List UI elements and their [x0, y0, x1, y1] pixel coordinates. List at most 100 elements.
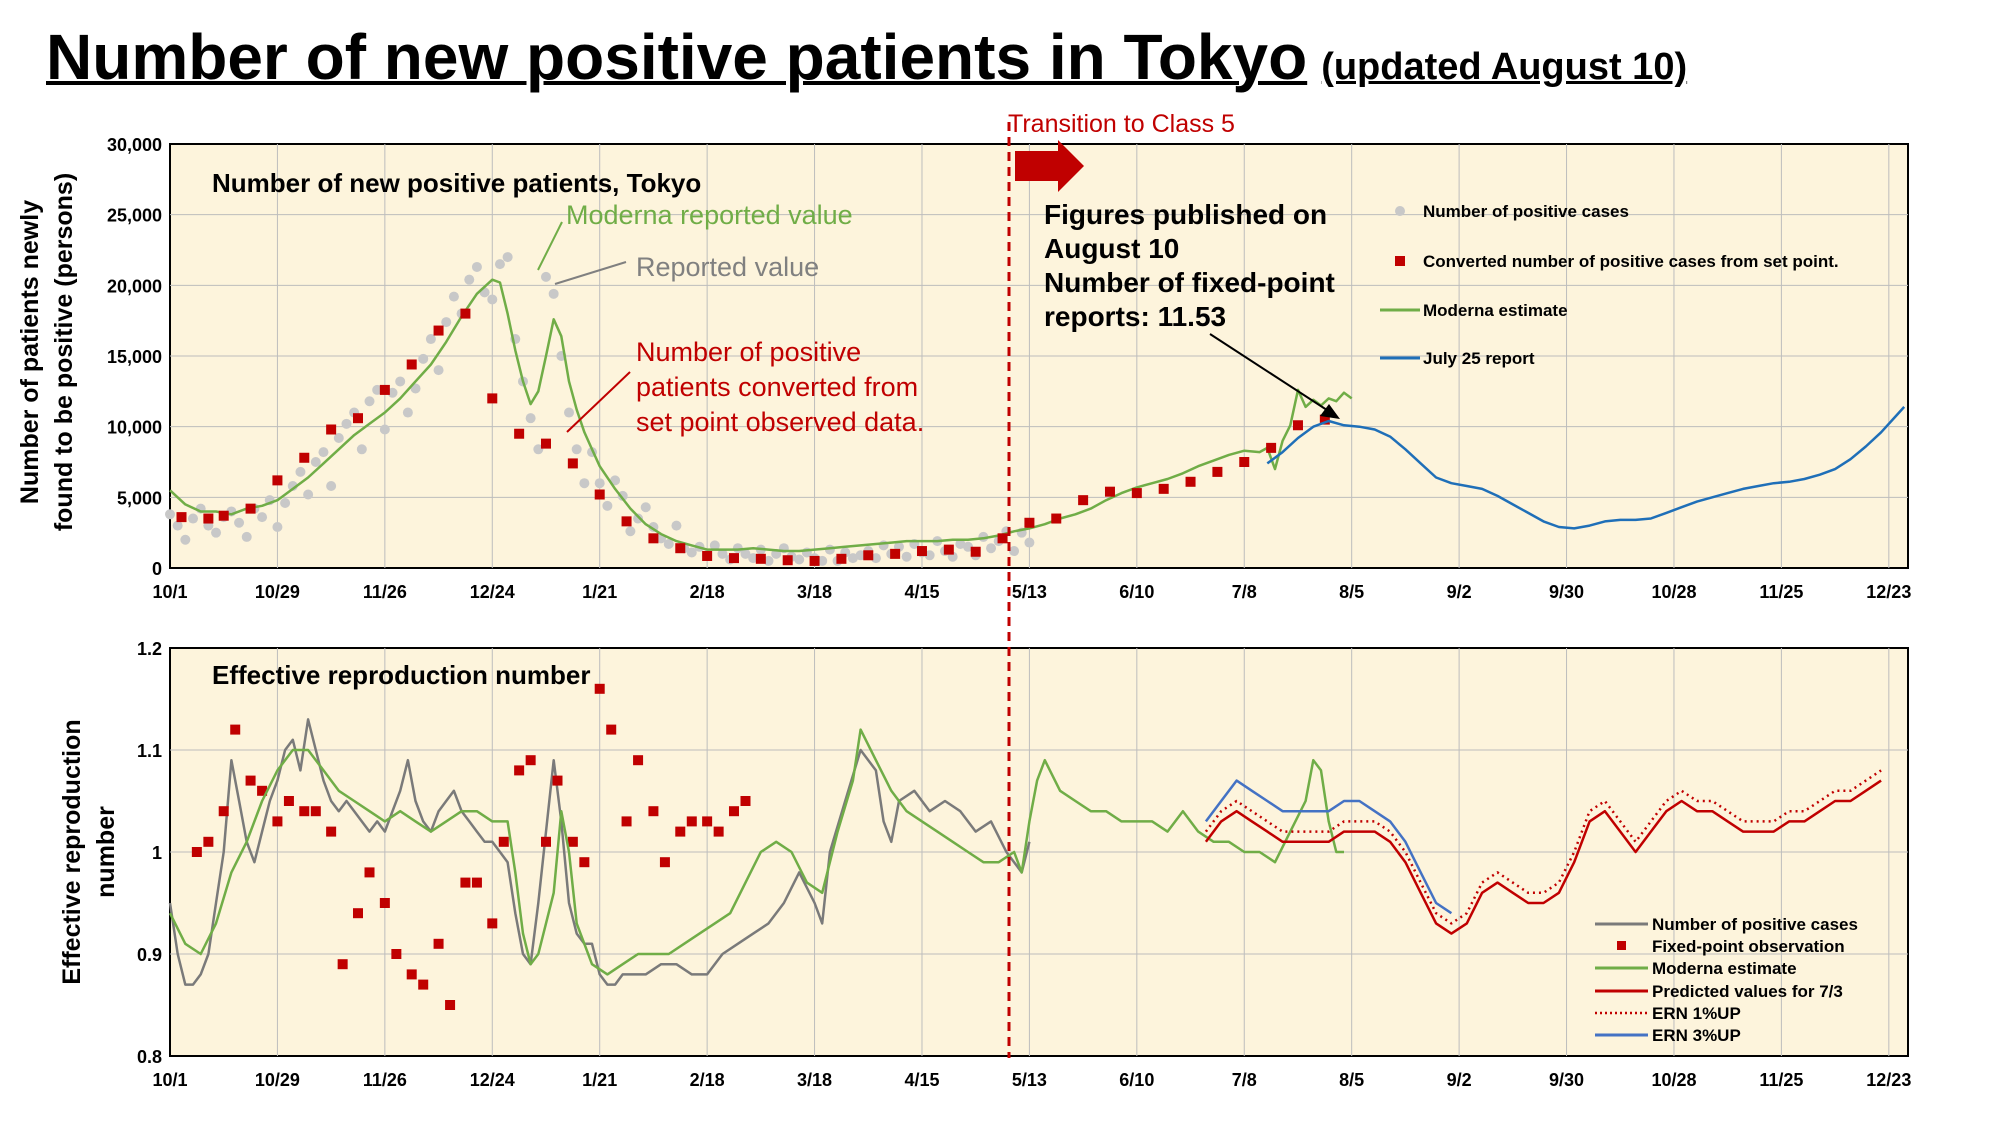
point-converted-number-of-positive-cases-from-set-point [970, 546, 981, 557]
moderna-annotation: Moderna reported value [566, 200, 853, 230]
point-number-of-positive-cases [571, 444, 582, 455]
point-fixed-point-observation [272, 816, 283, 827]
point-fixed-point-observation [257, 785, 268, 796]
published-annotation-line4: reports: 11.53 [1044, 301, 1226, 332]
point-fixed-point-observation [487, 918, 498, 929]
point-number-of-positive-cases [272, 522, 283, 533]
point-converted-number-of-positive-cases-from-set-point [728, 553, 739, 564]
page-subtitle: (updated August 10) [1321, 46, 1688, 88]
x-tick-label: 11/26 [363, 582, 407, 602]
panel-top-y-axis-title-line2: found to be positive (persons) [50, 173, 78, 531]
point-number-of-positive-cases [425, 334, 436, 345]
point-converted-number-of-positive-cases-from-set-point [1051, 513, 1062, 524]
point-fixed-point-observation [594, 683, 605, 694]
panel-bottom-legend: Number of positive cases Fixed-point obs… [1595, 915, 1858, 1045]
published-annotation: Figures published on August 10 Number of… [1044, 199, 1335, 332]
x-tick-label: 12/23 [1866, 1070, 1911, 1090]
legend-july25: July 25 report [1423, 349, 1535, 368]
point-number-of-positive-cases [794, 554, 805, 565]
point-number-of-positive-cases [487, 294, 498, 305]
page-title-block: Number of new positive patients in Tokyo… [46, 20, 1687, 94]
y-tick-label: 25,000 [107, 206, 162, 226]
point-converted-number-of-positive-cases-from-set-point [299, 452, 310, 463]
converted-annotation-line1: Number of positive [636, 337, 861, 367]
point-number-of-positive-cases [471, 261, 482, 272]
point-fixed-point-observation [364, 867, 375, 878]
point-converted-number-of-positive-cases-from-set-point [245, 503, 256, 514]
x-tick-label: 9/2 [1447, 1070, 1472, 1090]
point-number-of-positive-cases [594, 478, 605, 489]
point-number-of-positive-cases [364, 396, 375, 407]
point-number-of-positive-cases [295, 466, 306, 477]
point-number-of-positive-cases [502, 252, 513, 263]
point-number-of-positive-cases [617, 490, 628, 501]
point-number-of-positive-cases [441, 317, 452, 328]
point-converted-number-of-positive-cases-from-set-point [890, 548, 901, 559]
point-number-of-positive-cases [318, 447, 329, 458]
point-fixed-point-observation [579, 857, 590, 868]
reported-annotation: Reported value [636, 252, 819, 282]
point-number-of-positive-cases [870, 553, 881, 564]
point-converted-number-of-positive-cases-from-set-point [1158, 483, 1169, 494]
point-converted-number-of-positive-cases-from-set-point [782, 555, 793, 566]
x-tick-label: 12/24 [470, 1070, 515, 1090]
point-number-of-positive-cases [280, 497, 291, 508]
point-fixed-point-observation [310, 806, 321, 817]
x-tick-label: 9/30 [1549, 582, 1584, 602]
point-number-of-positive-cases [303, 489, 314, 500]
point-number-of-positive-cases [387, 387, 398, 398]
point-number-of-positive-cases [671, 520, 682, 531]
x-tick-label: 2/18 [690, 1070, 725, 1090]
point-fixed-point-observation [326, 826, 337, 837]
point-converted-number-of-positive-cases-from-set-point [1078, 495, 1089, 506]
point-number-of-positive-cases [333, 432, 344, 443]
point-number-of-positive-cases [602, 500, 613, 511]
series-line-predicted-values-for-7-3 [1204, 779, 1882, 935]
point-number-of-positive-cases [395, 376, 406, 387]
point-fixed-point-observation [702, 816, 713, 827]
x-tick-label: 2/18 [690, 582, 725, 602]
point-number-of-positive-cases [241, 531, 252, 542]
point-number-of-positive-cases [188, 513, 199, 524]
point-fixed-point-observation [245, 775, 256, 786]
point-number-of-positive-cases [165, 509, 175, 520]
point-converted-number-of-positive-cases-from-set-point [648, 533, 659, 544]
panel-top-x-tick-labels: 10/1 10/29 11/26 12/24 1/21 2/18 3/18 4/15 5/13 6… [152, 582, 1911, 602]
moderna-annotation-leader [537, 221, 563, 271]
point-fixed-point-observation [379, 898, 390, 908]
x-tick-label: 7/8 [1232, 1070, 1257, 1090]
x-tick-label: 11/25 [1759, 582, 1803, 602]
point-fixed-point-observation [299, 806, 310, 817]
point-converted-number-of-positive-cases-from-set-point [460, 308, 471, 319]
point-fixed-point-observation [218, 806, 229, 817]
y-tick-label: 10,000 [107, 418, 162, 438]
point-number-of-positive-cases [740, 548, 751, 559]
x-tick-label: 6/10 [1119, 582, 1154, 602]
point-number-of-positive-cases [464, 274, 475, 285]
point-converted-number-of-positive-cases-from-set-point [702, 550, 713, 561]
published-annotation-line2: August 10 [1044, 233, 1179, 264]
x-tick-label: 9/30 [1549, 1070, 1584, 1090]
point-fixed-point-observation [552, 775, 563, 786]
point-fixed-point-observation [337, 959, 348, 970]
x-tick-label: 5/13 [1012, 1070, 1047, 1090]
point-converted-number-of-positive-cases-from-set-point [1104, 486, 1115, 497]
published-annotation-line3: Number of fixed-point [1044, 267, 1335, 298]
panel-top-series [165, 252, 1906, 566]
legend2-predicted: Predicted values for 7/3 [1652, 982, 1843, 1001]
point-number-of-positive-cases [257, 512, 268, 523]
converted-annotation-leader [566, 371, 631, 433]
panel-bottom-y-tick-labels: 1.2 1.1 1 0.9 0.8 [137, 639, 162, 1067]
panel-top-title: Number of new positive patients, Tokyo [212, 168, 701, 198]
x-tick-label: 7/8 [1232, 582, 1257, 602]
point-fixed-point-observation [525, 755, 536, 766]
x-tick-label: 10/28 [1651, 582, 1696, 602]
legend2-positive: Number of positive cases [1652, 915, 1858, 934]
point-number-of-positive-cases [234, 517, 245, 528]
point-number-of-positive-cases [763, 555, 774, 566]
y-tick-label: 15,000 [107, 347, 162, 367]
x-tick-label: 3/18 [797, 582, 832, 602]
point-fixed-point-observation [648, 806, 659, 817]
point-converted-number-of-positive-cases-from-set-point [943, 544, 954, 555]
